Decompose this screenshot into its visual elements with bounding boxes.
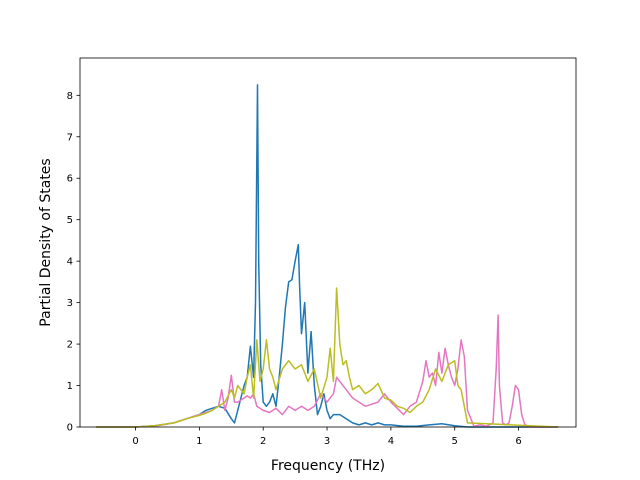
x-tick-label: 2 bbox=[260, 436, 266, 447]
y-tick-label: 6 bbox=[67, 174, 73, 185]
y-tick-label: 7 bbox=[67, 132, 73, 143]
plot-lines bbox=[96, 84, 559, 428]
series-line-1 bbox=[96, 84, 559, 428]
y-tick-label: 1 bbox=[67, 381, 73, 392]
y-tick-label: 2 bbox=[67, 340, 73, 351]
series-line-3 bbox=[96, 287, 559, 428]
y-tick-label: 0 bbox=[67, 423, 73, 434]
x-tick-label: 6 bbox=[515, 436, 521, 447]
x-axis-ticks: 0 1 2 3 4 5 6 bbox=[132, 427, 522, 447]
y-tick-label: 3 bbox=[67, 298, 73, 309]
y-axis-label: Partial Density of States bbox=[38, 158, 54, 326]
x-axis-label: Frequency (THz) bbox=[271, 458, 385, 474]
x-tick-label: 4 bbox=[388, 436, 394, 447]
y-tick-label: 8 bbox=[67, 91, 73, 102]
y-axis-ticks: 0 1 2 3 4 5 6 7 8 bbox=[67, 91, 80, 434]
x-tick-label: 0 bbox=[132, 436, 138, 447]
plot-frame bbox=[79, 57, 577, 428]
x-tick-label: 5 bbox=[452, 436, 458, 447]
y-tick-label: 5 bbox=[67, 215, 73, 226]
x-tick-label: 1 bbox=[196, 436, 202, 447]
y-tick-label: 4 bbox=[67, 257, 73, 268]
series-line-2 bbox=[96, 314, 559, 428]
x-tick-label: 3 bbox=[324, 436, 330, 447]
